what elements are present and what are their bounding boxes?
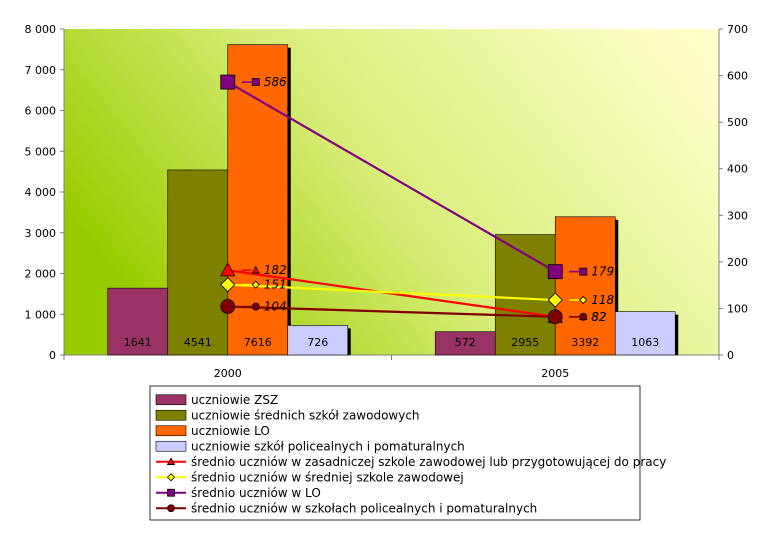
series-line — [227, 283, 556, 302]
line-data-label: 182 — [264, 263, 287, 277]
label-marker — [251, 265, 260, 274]
right-tick-label: 700 — [727, 23, 748, 36]
label-marker — [251, 280, 260, 289]
x-tick-label: 2000 — [214, 367, 242, 380]
right-tick-label: 300 — [727, 209, 748, 222]
label-marker — [579, 312, 588, 321]
line-data-label: 82 — [591, 310, 606, 324]
right-tick-label: 400 — [727, 163, 748, 176]
bar — [107, 287, 169, 356]
line-data-label: 118 — [591, 293, 614, 307]
legend-marker — [167, 488, 175, 497]
legend-label: średnio uczniów w zasadniczej szkole zaw… — [191, 455, 666, 469]
bar-data-label: 2955 — [511, 336, 539, 349]
left-tick-label: 4 000 — [25, 186, 57, 199]
right-tick-label: 600 — [727, 70, 748, 83]
bar-data-label: 726 — [307, 336, 328, 349]
legend-marker — [167, 504, 175, 513]
bar-data-label: 1063 — [631, 336, 659, 349]
series-marker — [220, 299, 236, 314]
legend-box — [149, 385, 641, 521]
series-line — [227, 269, 556, 318]
series-marker — [220, 277, 236, 293]
legend-label: uczniowie szkół policealnych i pomatural… — [191, 439, 465, 453]
series-marker — [547, 309, 563, 325]
series-marker — [220, 74, 236, 90]
legend-label: średnio uczniów w szkołach policealnych … — [191, 501, 537, 515]
line-data-label: 151 — [264, 278, 287, 292]
left-tick-label: 7 000 — [25, 64, 57, 77]
bar-data-label: 1641 — [124, 336, 152, 349]
legend-swatch — [155, 425, 187, 437]
left-tick-label: 5 000 — [25, 145, 57, 158]
legend-label: uczniowie średnich szkół zawodowych — [191, 408, 420, 422]
series-line — [227, 81, 556, 273]
right-tick-label: 100 — [727, 302, 748, 315]
legend-marker — [166, 473, 176, 482]
label-marker — [579, 295, 588, 305]
label-marker — [251, 78, 260, 86]
series-marker — [547, 292, 563, 308]
line-data-label: 104 — [264, 300, 287, 314]
x-tick-label: 2005 — [541, 367, 569, 380]
left-tick-label: 2 000 — [25, 268, 57, 281]
legend-swatch — [155, 440, 187, 452]
bar — [287, 325, 349, 356]
bar-data-label: 7616 — [244, 336, 272, 349]
bar-data-label: 3392 — [571, 336, 599, 349]
label-marker — [251, 302, 260, 311]
label-marker — [579, 267, 588, 276]
line-data-label: 179 — [591, 265, 614, 279]
legend-marker — [166, 457, 176, 465]
bar-data-label: 572 — [455, 336, 476, 349]
left-tick-label: 3 000 — [25, 227, 57, 240]
legend-swatch — [155, 409, 187, 421]
bar-data-label: 4541 — [184, 336, 212, 349]
bar — [614, 311, 676, 356]
series-marker — [547, 264, 563, 280]
left-tick-label: 0 — [49, 349, 56, 362]
legend-swatch — [155, 394, 187, 406]
line-data-label: 82 — [591, 310, 606, 324]
line-data-label: 586 — [264, 75, 287, 89]
right-tick-label: 200 — [727, 256, 748, 269]
right-tick-label: 500 — [727, 116, 748, 129]
bar — [554, 216, 616, 356]
legend-label: uczniowie ZSZ — [191, 393, 278, 407]
legend-label: średnio uczniów w LO — [191, 486, 321, 500]
left-tick-label: 1 000 — [25, 308, 57, 321]
left-tick-label: 6 000 — [25, 105, 57, 118]
left-tick-label: 8 000 — [25, 23, 57, 36]
right-tick-label: 0 — [727, 349, 734, 362]
series-line — [227, 305, 556, 318]
legend-label: uczniowie LO — [191, 424, 270, 438]
legend-label: średnio uczniów w średniej szkole zawodo… — [191, 470, 464, 484]
bar — [167, 169, 229, 356]
series-marker — [220, 262, 236, 277]
